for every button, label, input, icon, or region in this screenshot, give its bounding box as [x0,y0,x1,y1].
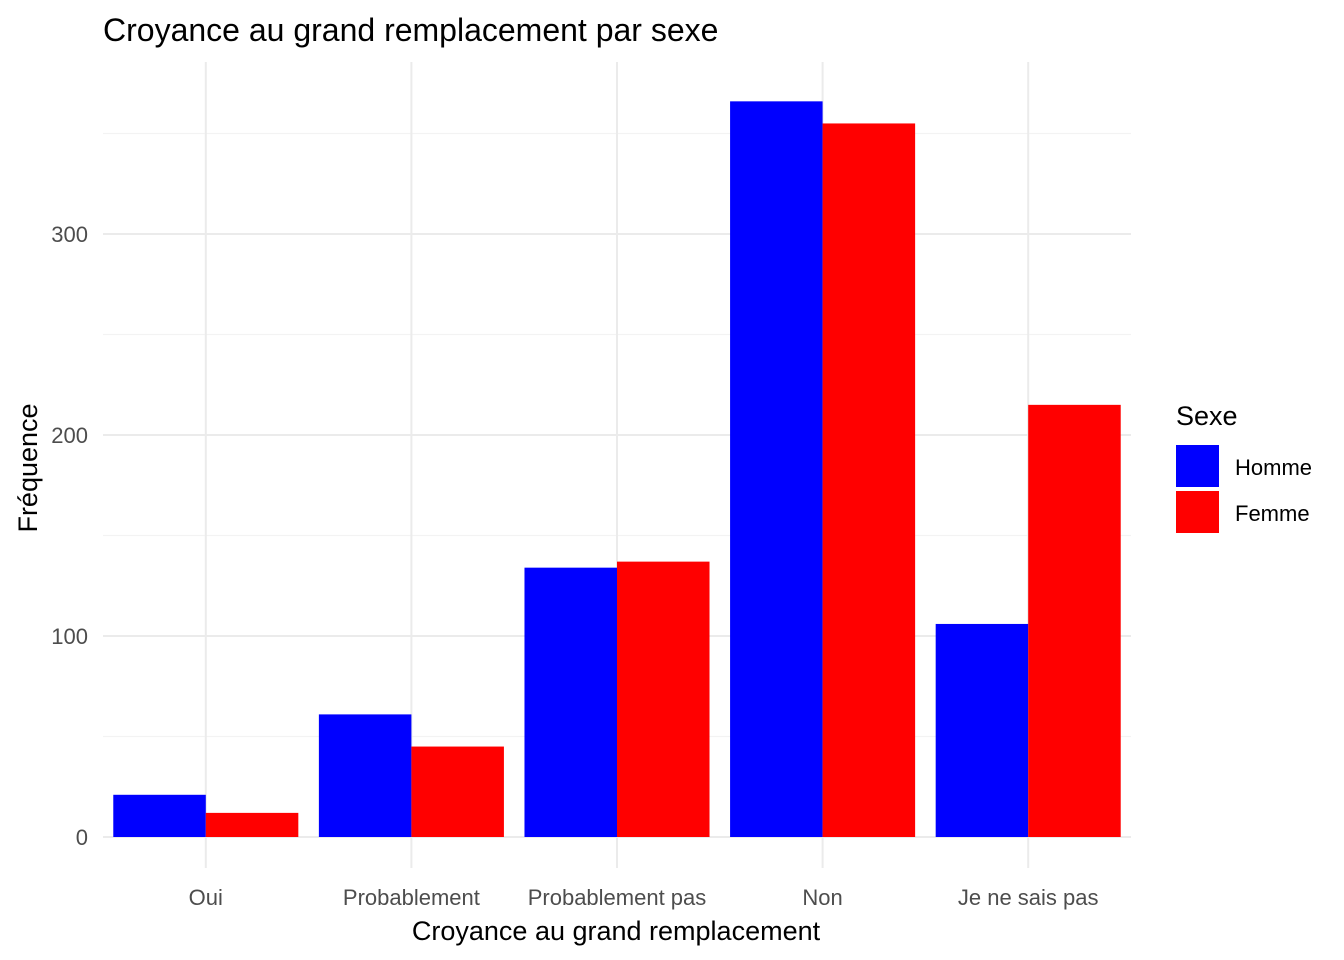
y-axis-title: Fréquence [13,403,43,532]
x-axis-ticks: Oui Probablement Probablement pas Non Je ne … [189,885,1099,910]
bar-homme [524,567,617,837]
bar-femme [205,812,299,837]
bars [113,101,1121,838]
x-tick-label: Probablement pas [528,885,707,910]
legend-key-homme [1176,445,1219,487]
legend-key-femme [1176,491,1219,533]
bar-femme [411,746,504,837]
y-axis-ticks: 0 100 200 300 [51,222,88,850]
legend-label: Homme [1235,455,1312,480]
chart-title: Croyance au grand remplacement par sexe [103,12,718,48]
bar-femme [1028,404,1121,837]
y-tick-label: 300 [51,222,88,247]
bar-femme [822,123,916,837]
y-tick-label: 0 [76,825,88,850]
bar-homme [935,623,1029,837]
legend-title: Sexe [1176,401,1238,431]
x-tick-label: Oui [189,885,223,910]
x-tick-label: Non [802,885,842,910]
bar-homme [318,714,412,837]
legend-label: Femme [1235,501,1310,526]
bar-homme [113,794,206,837]
bar-homme [730,101,823,838]
x-tick-label: Je ne sais pas [958,885,1099,910]
legend: Sexe Homme Femme [1176,401,1312,533]
x-axis-title: Croyance au grand remplacement [412,916,821,946]
y-tick-label: 100 [51,624,88,649]
bar-femme [617,561,710,837]
x-tick-label: Probablement [343,885,480,910]
legend-items: Homme Femme [1176,445,1312,533]
y-tick-label: 200 [51,423,88,448]
